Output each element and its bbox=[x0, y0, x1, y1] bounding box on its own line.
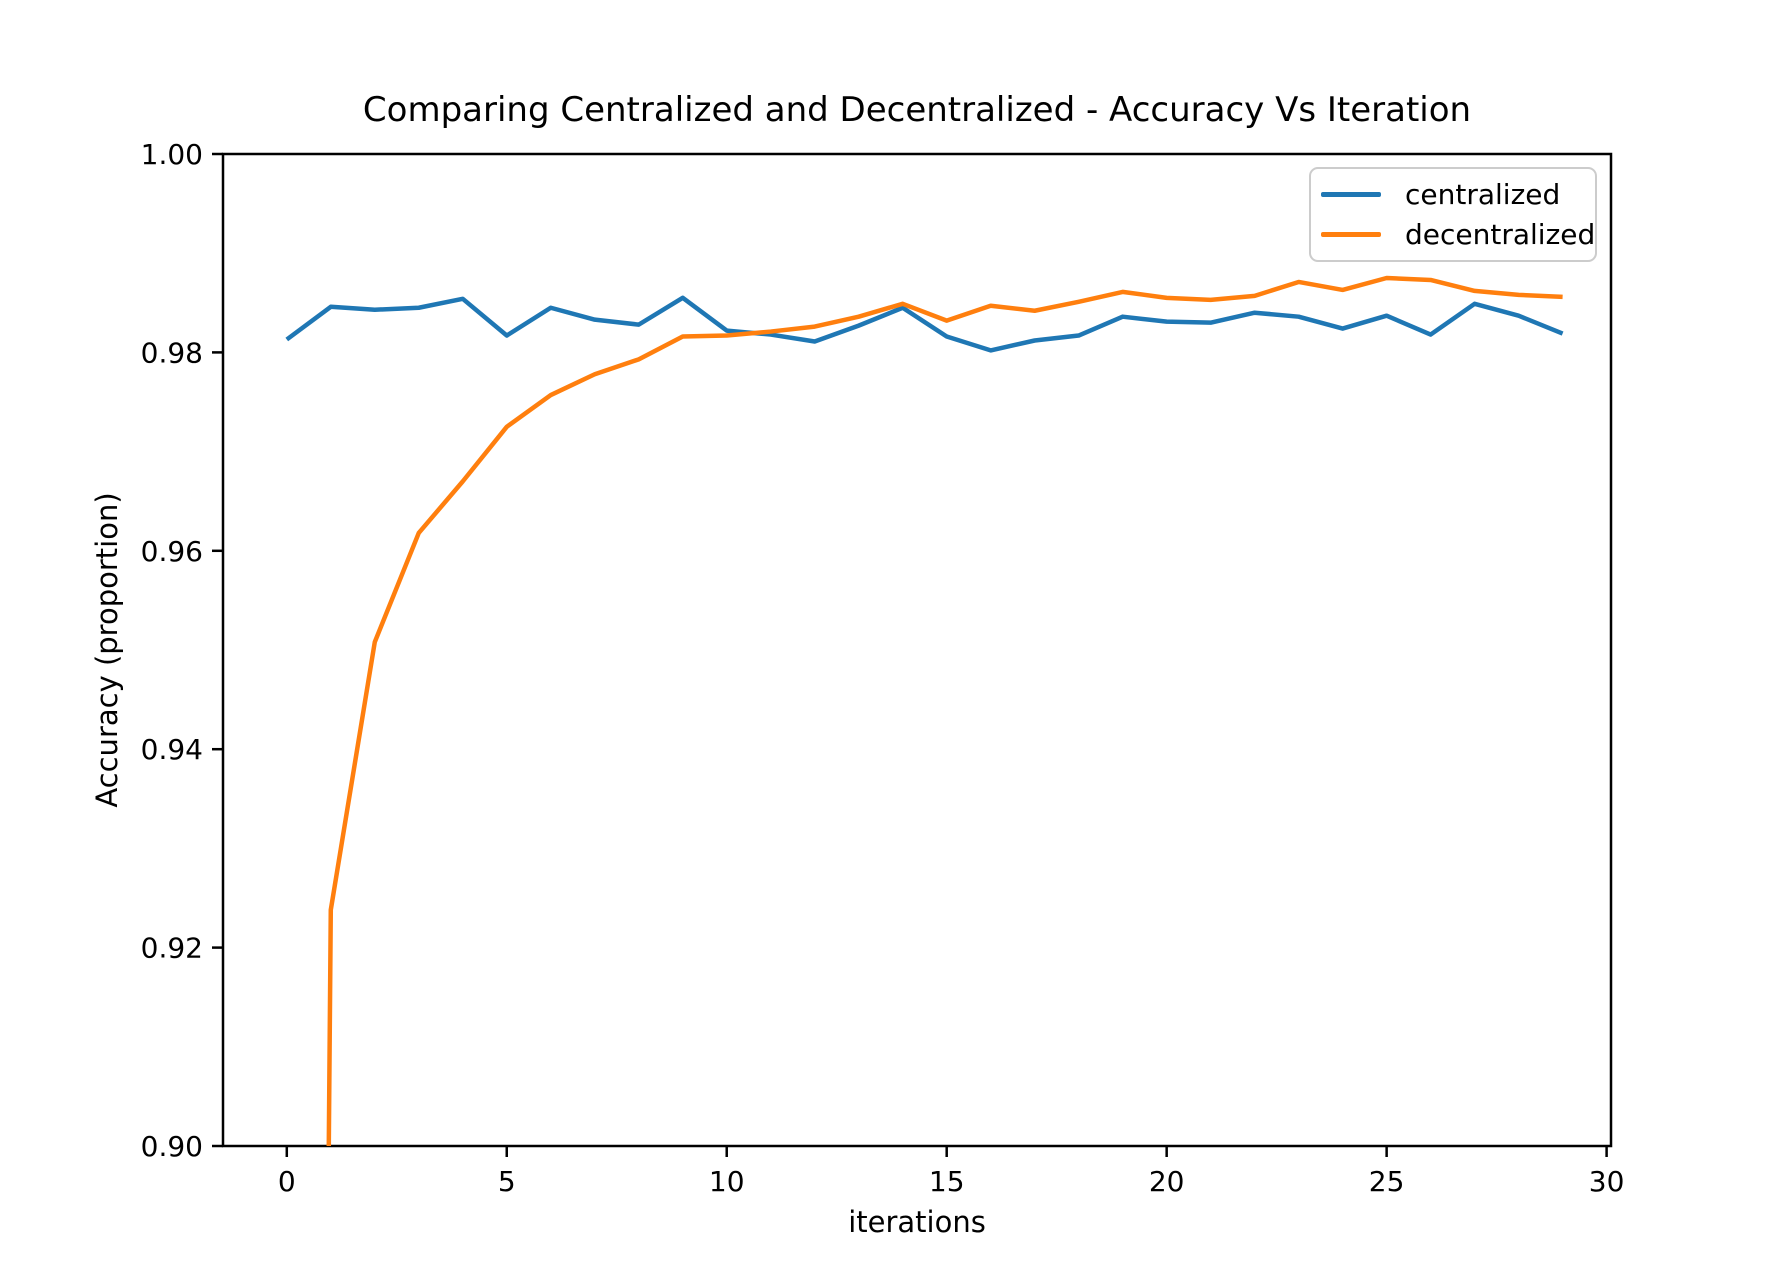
x-tick-label: 15 bbox=[929, 1165, 965, 1198]
x-tick-label: 5 bbox=[498, 1165, 516, 1198]
y-tick-label: 1.00 bbox=[141, 138, 203, 171]
centralized-line-swatch bbox=[1321, 192, 1381, 197]
legend-label-centralized: centralized bbox=[1405, 178, 1561, 211]
legend-item-centralized: centralized bbox=[1321, 178, 1585, 211]
y-tick-label: 0.96 bbox=[141, 535, 203, 568]
legend: centralized decentralized bbox=[1309, 167, 1597, 262]
axis-tick-labels: 0 5 10 15 20 25 30 0.90 0.92 0.94 0.96 0.98 1.00 bbox=[141, 138, 1625, 1198]
axes-spines bbox=[221, 152, 1613, 1148]
legend-label-decentralized: decentralized bbox=[1405, 218, 1596, 251]
y-tick-label: 0.92 bbox=[141, 932, 203, 965]
x-tick-label: 20 bbox=[1149, 1165, 1185, 1198]
x-tick-label: 10 bbox=[709, 1165, 745, 1198]
y-tick-label: 0.90 bbox=[141, 1130, 203, 1163]
y-tick-label: 0.94 bbox=[141, 733, 203, 766]
decentralized-line bbox=[326, 275, 1563, 1146]
x-axis-label: iterations bbox=[848, 1205, 986, 1239]
y-tick-label: 0.98 bbox=[141, 336, 203, 369]
x-tick-label: 30 bbox=[1589, 1165, 1625, 1198]
x-tick-label: 25 bbox=[1369, 1165, 1405, 1198]
legend-item-decentralized: decentralized bbox=[1321, 218, 1595, 251]
x-tick-label: 0 bbox=[278, 1165, 296, 1198]
decentralized-line-swatch bbox=[1321, 232, 1381, 237]
centralized-line bbox=[285, 295, 1564, 353]
axis-ticks bbox=[212, 152, 1608, 1157]
chart-title: Comparing Centralized and Decentralized … bbox=[362, 90, 1472, 130]
data-series bbox=[285, 275, 1564, 1146]
